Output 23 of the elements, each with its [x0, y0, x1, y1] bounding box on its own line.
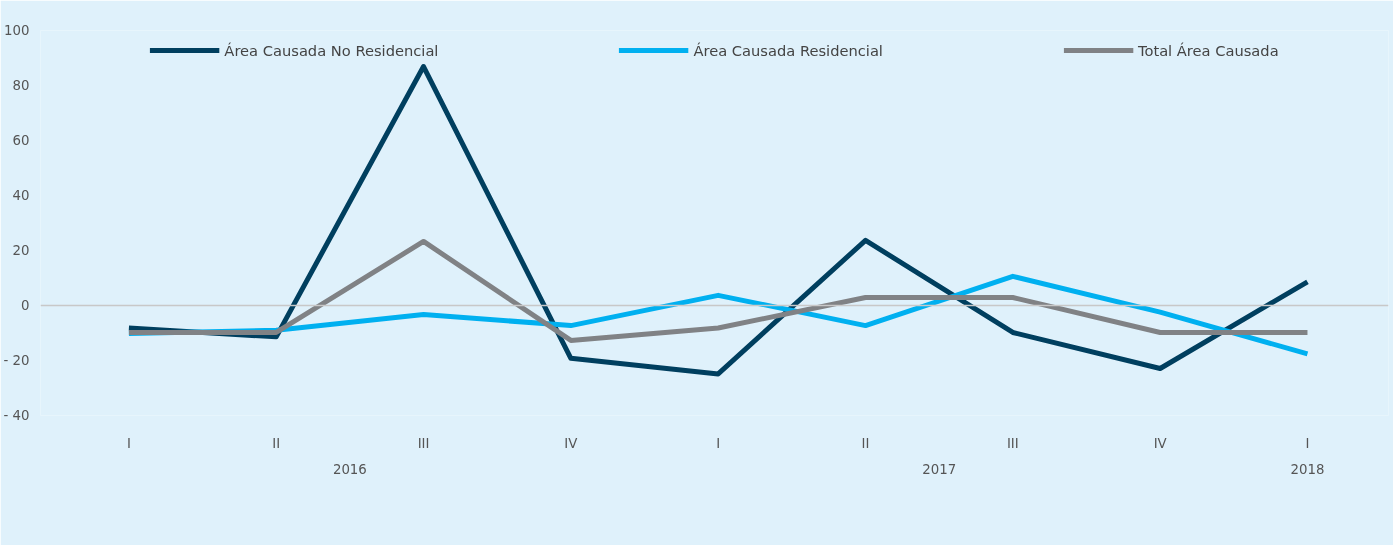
- y-tick-label: - 40: [3, 408, 30, 423]
- x-tick-label: III: [417, 435, 430, 451]
- text: 2017: [922, 461, 957, 477]
- text: 2018: [1290, 461, 1325, 477]
- x-tick-label: II: [272, 435, 281, 451]
- y-tick-label: 80: [12, 78, 30, 93]
- x-tick-label: I: [1305, 435, 1310, 451]
- legend-label: Área Causada Residencial: [693, 41, 883, 59]
- x-tick-label: II: [861, 435, 870, 451]
- y-tick-label: 20: [12, 243, 30, 258]
- legend-label: Total Área Causada: [1137, 41, 1279, 59]
- y-tick-label: - 20: [3, 353, 30, 368]
- y-tick-label: 0: [21, 298, 30, 313]
- y-tick-label: 40: [12, 188, 30, 203]
- x-tick-label: III: [1006, 435, 1019, 451]
- x-tick-label: IV: [1153, 435, 1167, 451]
- legend-label: Área Causada No Residencial: [224, 41, 439, 59]
- y-tick-label: 100: [4, 23, 30, 38]
- x-tick-label: IV: [564, 435, 578, 451]
- x-tick-label: I: [126, 435, 131, 451]
- x-tick-label: I: [716, 435, 721, 451]
- y-tick-label: 60: [12, 133, 30, 148]
- text: 2016: [332, 461, 367, 477]
